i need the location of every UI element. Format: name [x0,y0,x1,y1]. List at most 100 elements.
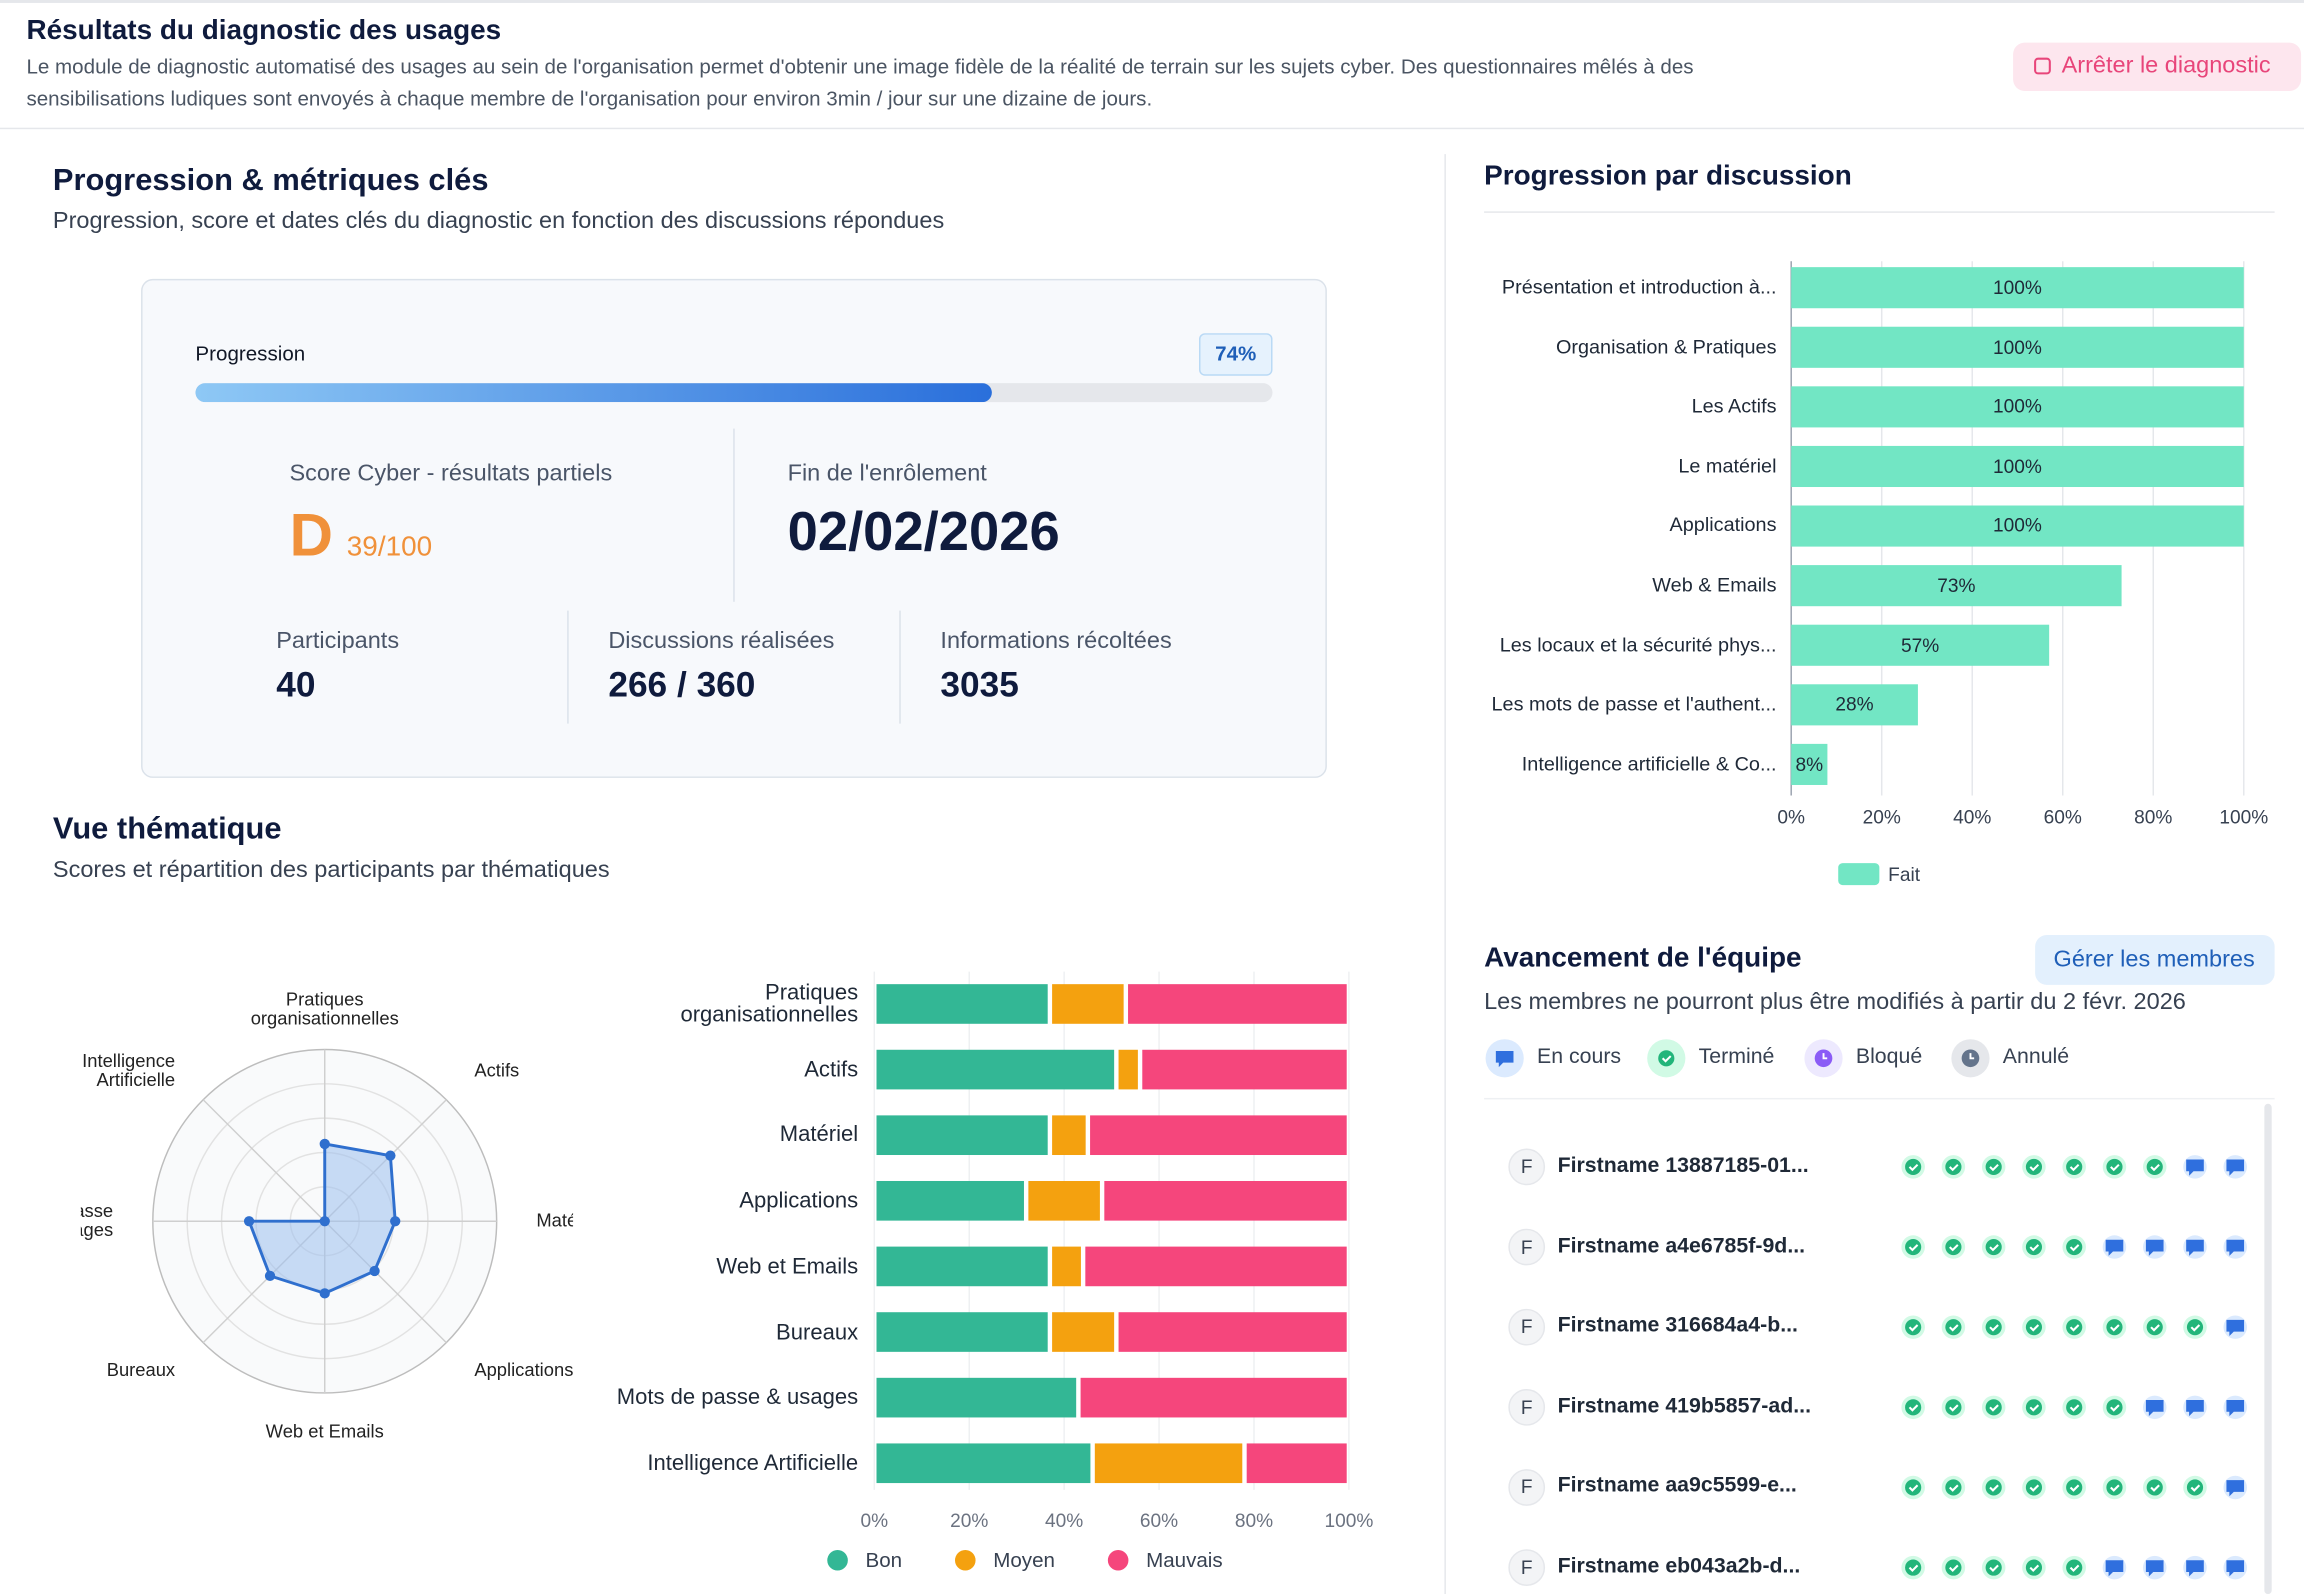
score-grade: D [289,501,333,569]
bar-segment [876,1312,1048,1352]
radar-point [243,1216,255,1227]
status-icon [2223,1555,2248,1580]
status-icon [2142,1395,2167,1420]
status-icon [1941,1395,1966,1420]
icon-glyph [2106,1158,2123,1175]
x-tick-label: 60% [2043,806,2082,829]
bar-segment [1090,1115,1347,1156]
status-icon [1981,1475,2006,1500]
icon-glyph [2226,1159,2245,1176]
status-icon [1941,1155,1966,1179]
manage-button[interactable] [2035,934,2275,985]
status-icon [1981,1395,2006,1420]
stop-button-label[interactable]: Arrêter le diagnostic [2061,53,2271,79]
x-tick-label: 20% [950,1509,989,1532]
bar-segment [1118,1049,1138,1090]
divider [899,610,901,724]
icon-check [1949,1404,1959,1412]
status-icon [1951,1039,1990,1078]
status-icon [2142,1475,2167,1500]
icon-check [2069,1404,2080,1412]
status-icon [1981,1555,2006,1580]
status-icon [2142,1315,2167,1339]
icon-glyph [1945,1399,1962,1416]
y-tick-label: Organisation & Pratiques [1555,335,1777,358]
y-tick-label: Actifs [804,1057,859,1083]
status-icon [2062,1395,2086,1420]
member-name: Firstname eb043a2b-d... [1557,1554,1801,1579]
icon-glyph [1945,1158,1962,1175]
icon-check [1908,1163,1919,1172]
member-name: Firstname 419b5857-ad... [1557,1394,1812,1419]
icon-glyph [1905,1479,1922,1496]
stat-value: 40 [276,665,316,706]
legend-dot [954,1549,976,1571]
status-icon [2102,1315,2127,1339]
icon-glyph [2106,1399,2123,1416]
icon-check [1949,1324,1959,1332]
icon-check [2190,1324,2201,1332]
radar-label: Mots de passe & usages [81,1200,114,1241]
icon-glyph [1905,1559,1922,1576]
radar-label: Pratiques organisationnelles [250,989,399,1029]
status-icon [2062,1555,2086,1580]
icon-check [2029,1324,2040,1332]
icon-check [1908,1244,1919,1252]
status-icon [1941,1315,1966,1339]
icon-glyph [1985,1479,2002,1496]
icon-glyph [2025,1479,2043,1496]
icon-glyph [2025,1238,2043,1256]
icon-check [2150,1484,2160,1492]
icon-glyph [1945,1479,1962,1496]
status-icon [2062,1475,2086,1500]
icon-glyph [2066,1238,2083,1256]
x-tick-label: 40% [1953,806,1992,829]
stop-button[interactable] [2013,42,2302,92]
bar-segment [876,1049,1115,1090]
bar-segment [1052,984,1124,1024]
icon-check [1989,1404,1999,1412]
icon-glyph [2105,1560,2124,1577]
status-icon [1901,1155,1925,1179]
y-tick-label: Applications [739,1188,859,1214]
icon-glyph [1658,1050,1675,1067]
legend-label: Mauvais [1146,1547,1223,1572]
scrollbar[interactable] [2264,1103,2272,1594]
bar-segment [1118,1312,1347,1352]
icon-check [2029,1163,2040,1172]
list-rule [1484,1097,2275,1100]
icon-glyph [2226,1480,2245,1497]
radar-spoke [202,1099,326,1222]
avatar [1508,1388,1546,1426]
icon-glyph [2226,1239,2245,1256]
status-icon [2142,1155,2167,1179]
member-name: Firstname 316684a4-b... [1557,1314,1798,1338]
legend-dot [1107,1549,1129,1571]
data-label: 73% [1937,574,1976,597]
icon-check [2110,1324,2120,1332]
page-description: Le module de diagnostic automatisé des u… [26,54,1694,111]
bar-segment [1085,1246,1347,1287]
icon-glyph [2066,1479,2083,1496]
icon-check [1989,1564,1999,1572]
avatar [1508,1148,1546,1186]
icon-glyph [2186,1399,2204,1417]
icon-glyph [2186,1319,2204,1336]
status-icon [1901,1315,1925,1339]
icon-glyph [2066,1158,2083,1175]
bar-segment [876,1377,1077,1418]
icon-glyph [1985,1238,2002,1256]
score-title: Score Cyber - résultats partiels [289,461,613,487]
legend-label: Moyen [993,1547,1055,1572]
icon-glyph [2025,1399,2043,1416]
icon-hand [1822,1053,1828,1060]
icon-check [2069,1244,2080,1252]
icon-glyph [2106,1479,2123,1496]
manage-button-label[interactable]: Gérer les membres [2053,947,2255,973]
bar-segment [876,1246,1048,1287]
radar-point [369,1265,380,1277]
legend-swatch [1838,863,1880,886]
enrollment-date: 02/02/2026 [787,501,1060,562]
section-title: Vue thématique [52,812,282,847]
icon-glyph [2025,1319,2043,1336]
